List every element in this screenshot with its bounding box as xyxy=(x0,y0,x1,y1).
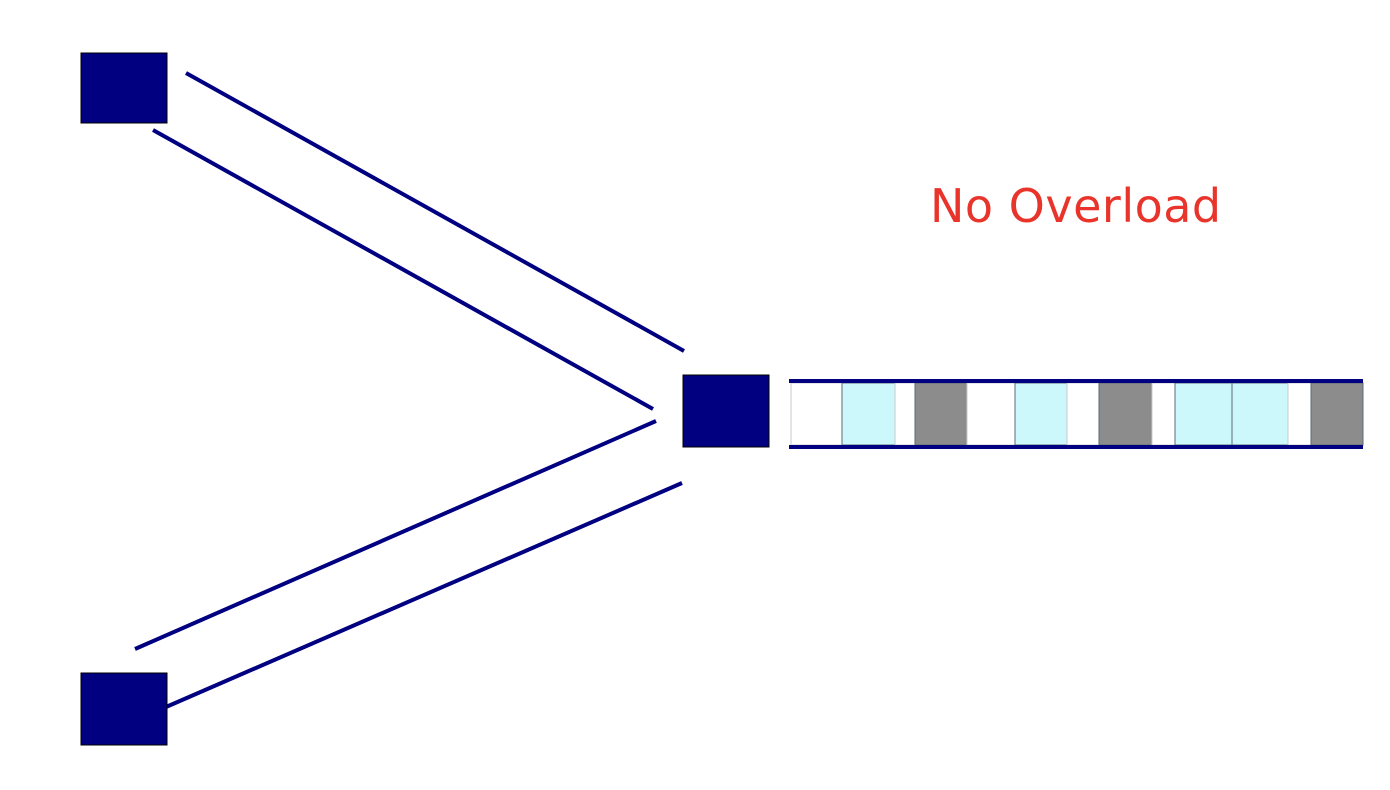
link-bottom-outer xyxy=(165,481,683,709)
sender-bottom-node xyxy=(80,672,168,746)
packet-light xyxy=(1174,382,1233,446)
queue-slot-empty xyxy=(894,382,916,446)
router-node xyxy=(682,374,770,448)
link-top-outer xyxy=(185,71,685,353)
link-bottom-inner xyxy=(134,419,657,651)
packet-light xyxy=(1014,382,1068,446)
links xyxy=(134,71,685,709)
nodes xyxy=(80,52,770,746)
queue-slot-empty xyxy=(1066,382,1100,446)
packet-dark xyxy=(1098,382,1153,446)
queue-slot-empty xyxy=(966,382,1016,446)
packet-light xyxy=(1231,382,1289,446)
sender-top-node xyxy=(80,52,168,124)
output-queue xyxy=(789,379,1364,449)
packet-dark xyxy=(914,382,968,446)
queue-slot-empty xyxy=(1151,382,1176,446)
queue-slots xyxy=(790,382,1364,446)
queue-slot-empty xyxy=(790,382,843,446)
caption-no-overload: No Overload xyxy=(930,179,1222,233)
link-top-inner xyxy=(152,128,654,411)
packet-light xyxy=(841,382,896,446)
packet-dark xyxy=(1310,382,1364,446)
queue-slot-empty xyxy=(1287,382,1312,446)
